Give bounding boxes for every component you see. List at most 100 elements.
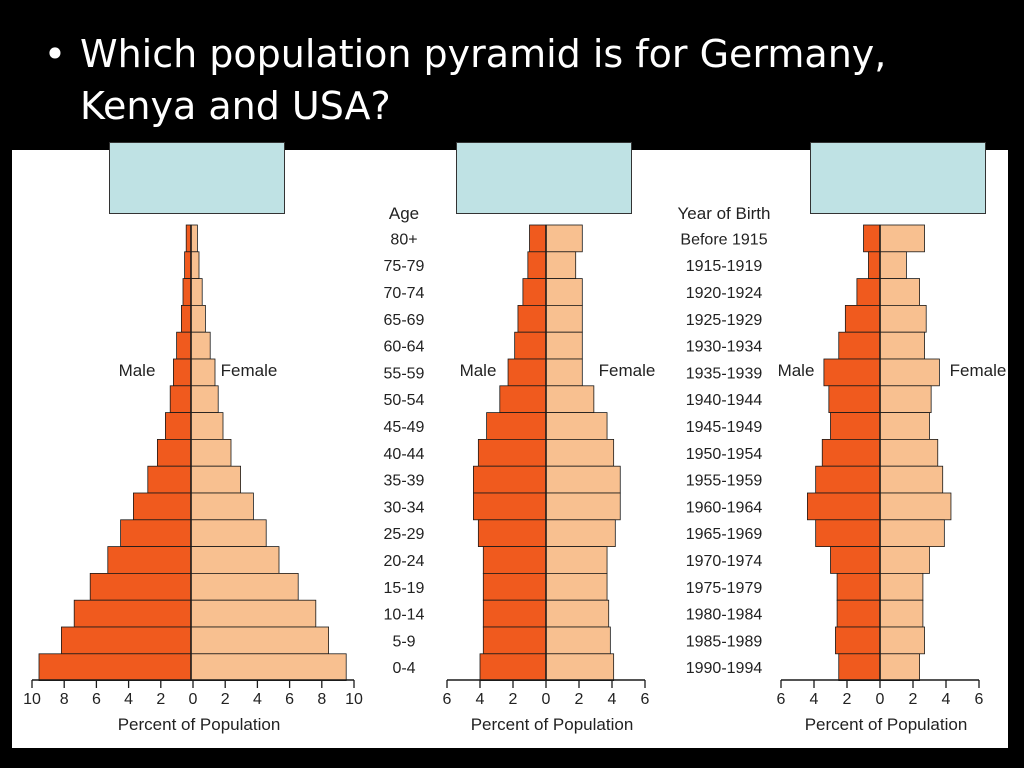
pyramid1-male-bar [120,519,192,547]
pyramid1-female-bar [190,572,299,601]
pyramid3-female-bar [879,385,932,414]
pyramid2-female-bar [545,412,608,440]
pyramid2-x-tick-label: 4 [476,691,485,708]
pyramid3-male-bar [868,251,881,280]
pyramid1-female-bar [190,519,267,547]
pyramid3-male-bar [863,224,881,253]
pyramid1-male-bar [133,492,192,521]
pyramid2-x-tick-label: 2 [509,691,518,708]
pyramid1-male-bar [164,412,192,440]
pyramid1-category-header: Age [389,204,419,223]
pyramid1-male-bar [180,304,192,333]
pyramid2-x-axis-title: Percent of Population [471,715,634,734]
pyramid2-category-header: Year of Birth [678,204,771,223]
pyramid1-male-bar [156,438,192,467]
pyramid2-female-bar [545,599,610,628]
pyramid1-category-label: 55-59 [384,365,425,382]
pyramid1-male-bar [182,278,192,306]
pyramid3-female-bar [879,412,930,440]
pyramid3-female-bar [879,572,924,601]
pyramid2-female-bar [545,438,615,467]
pyramid3-x-tick-label: 6 [975,691,984,708]
pyramid2-male-bar [527,251,547,280]
pyramid3-x-tick-label: 6 [777,691,786,708]
answer-box-1 [109,142,285,214]
pyramid1-male-bar [38,653,192,681]
pyramid3-female-bar [879,224,925,253]
pyramid1-x-tick-label: 4 [124,691,133,708]
pyramid3-male-bar [844,304,881,333]
pyramid3-female-bar [879,251,907,280]
pyramid2-category-label: 1990-1994 [686,660,763,677]
pyramid2-male-bar [477,438,547,467]
pyramid2-male-bar [482,626,547,655]
pyramid2-male-bar [486,412,547,440]
pyramid1-female-bar [190,465,241,494]
pyramid3-female-bar [879,438,939,467]
pyramid3-x-tick-label: 4 [942,691,951,708]
pyramid1-male-bar [89,572,192,601]
pyramid2-female-bar [545,492,621,521]
pyramid2-female-bar [545,304,583,333]
pyramid2-x-tick-label: 4 [608,691,617,708]
pyramid2-category-label: 1945-1949 [686,419,763,436]
pyramid2-category-label: 1935-1939 [686,365,763,382]
pyramid3-male-bar [856,278,881,306]
pyramid1-female-bar [190,251,200,280]
pyramid2-male-bar [482,546,547,574]
pyramid1-category-label: 80+ [390,231,417,248]
pyramid2-male-bar [477,519,547,547]
pyramid2-category-label: 1940-1944 [686,392,763,409]
question-text: Which population pyramid is for Germany,… [80,28,1010,132]
pyramid2-female-bar [545,519,616,547]
pyramid1-x-tick-label: 10 [345,691,363,708]
pyramid1-x-axis-title: Percent of Population [118,715,281,734]
pyramid1-x-tick-label: 10 [23,691,41,708]
question-line-1: Which population pyramid is for Germany, [80,32,887,76]
pyramid3-x-axis-title: Percent of Population [805,715,968,734]
pyramid3-male-bar [835,626,881,655]
pyramid1-x-tick-label: 2 [221,691,230,708]
pyramid3-female-bar [879,331,925,360]
pyramid3-female-bar [879,653,920,681]
population-pyramids: 10 8 6 4 2 0 2 4 6 8 10 Percent of Population Male Fe… [23,204,1007,734]
pyramid1-x-tick-label: 6 [285,691,294,708]
pyramid1-category-label: 65-69 [384,312,425,329]
pyramid3-female-bar [879,304,927,333]
pyramid3-female-bar [879,358,940,387]
pyramid1-female-bar [190,385,219,414]
pyramid1-male-bar [73,599,192,628]
pyramid3-female-bar [879,278,920,306]
pyramid1-category-label: 35-39 [384,473,425,490]
pyramid3-male-bar [828,385,881,414]
chart-panel: 10 8 6 4 2 0 2 4 6 8 10 Percent of Population Male Fe… [12,150,1008,748]
answer-box-3 [810,142,986,214]
bullet-marker: • [43,32,67,76]
pyramid2-category-label: 1970-1974 [686,553,763,570]
pyramid2-male-bar [522,278,547,306]
pyramid1-category-label: 60-64 [384,339,425,356]
pyramid1-female-label: Female [221,361,278,380]
pyramid2-female-bar [545,385,595,414]
pyramid2-male-bar [479,653,547,681]
pyramid1-female-bar [190,412,224,440]
pyramid2-female-bar [545,251,577,280]
pyramid1-female-bar [190,331,211,360]
pyramid3-male-bar [836,572,881,601]
pyramid1-x-tick-label: 8 [317,691,326,708]
pyramid2-male-label: Male [460,361,497,380]
pyramid3-x-tick-label: 4 [810,691,819,708]
pyramid2-male-bar [472,465,547,494]
pyramid1-x-tick-label: 2 [156,691,165,708]
pyramid3-x-tick-label: 0 [876,691,885,708]
pyramid3-female-bar [879,519,945,547]
pyramid2-female-label: Female [599,361,656,380]
pyramid3-male-bar [807,492,881,521]
pyramid3-female-label: Female [950,361,1007,380]
pyramid3-female-bar [879,492,952,521]
pyramid1-female-bar [190,358,216,387]
pyramid1-female-bar [190,626,330,655]
pyramid1-female-bar [190,438,232,467]
pyramid3-female-bar [879,626,925,655]
pyramid2-female-bar [545,465,621,494]
